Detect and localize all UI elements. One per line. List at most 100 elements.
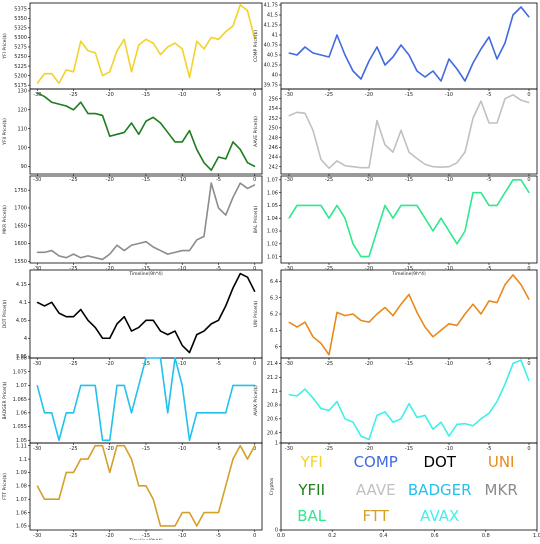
data-point (131, 330, 132, 332)
data-point (296, 54, 298, 56)
series-line-yfi (36, 4, 256, 85)
data-point (336, 401, 338, 403)
y-tick-label: 130 (17, 89, 27, 95)
data-point (65, 257, 67, 259)
y-tick-label: 100 (17, 145, 27, 151)
data-point (496, 401, 498, 403)
data-point (44, 96, 45, 98)
data-point (432, 166, 434, 168)
plot-frame (280, 357, 538, 444)
x-tick-label: 0 (527, 92, 530, 98)
data-point (116, 50, 118, 52)
data-point (344, 315, 346, 317)
data-point (384, 411, 386, 413)
y-tick-label: 1600 (14, 241, 27, 247)
data-point (123, 316, 125, 318)
y-tick-label: 254 (268, 106, 278, 112)
data-point (247, 162, 248, 164)
y-axis-label: YFII Price($) (2, 118, 8, 146)
x-tick-label: -30 (285, 177, 293, 183)
data-point (254, 165, 256, 167)
x-tick-label: -30 (33, 446, 41, 452)
data-point (328, 56, 330, 58)
data-point (65, 105, 67, 107)
data-point (296, 326, 298, 328)
data-point (94, 384, 96, 386)
x-tick-label: -15 (142, 361, 150, 367)
x-tick-label: 0 (253, 92, 256, 98)
data-point (336, 311, 338, 313)
y-tick-label: 1.09 (16, 470, 27, 476)
y-tick-label: 20.6 (267, 417, 278, 423)
panel-yfi: 5175 5200 5225 5250 5275 5300 5325 5350 5375 -30 -… (2, 2, 263, 98)
y-tick-label: 242 (268, 164, 278, 170)
panel-yfii: 90 100 110 120 130 -30 -25 -20 -15 -10 -5 0 YFII Pri… (2, 89, 263, 183)
data-point (189, 250, 190, 252)
data-point (488, 204, 490, 206)
x-tick-label: -15 (405, 177, 413, 183)
data-point (528, 380, 530, 382)
data-point (376, 313, 378, 315)
data-point (116, 323, 118, 325)
data-point (131, 458, 132, 460)
data-point (416, 157, 418, 159)
data-point (51, 101, 53, 103)
y-axis-label: FTT Price($) (2, 473, 8, 500)
data-point (167, 412, 169, 414)
data-point (65, 316, 67, 318)
data-point (472, 192, 474, 194)
data-point (328, 410, 330, 412)
data-point (424, 217, 426, 219)
y-tick-label: 40 (272, 73, 278, 79)
data-point (189, 352, 190, 354)
y-tick-label: 21.4 (267, 361, 278, 367)
data-point (80, 309, 82, 311)
y-tick-label: 6 (275, 344, 278, 350)
x-tick-label: -30 (33, 361, 41, 367)
data-point (44, 73, 45, 75)
data-point (368, 439, 370, 441)
data-point (254, 184, 256, 186)
x-tick-label: -30 (33, 92, 41, 98)
panel-bal: 1.01 1.02 1.03 1.04 1.05 1.06 1.07 -30 -25 -20 -15… (253, 175, 538, 277)
y-tick-label: 4.15 (16, 282, 27, 288)
y-tick-label: 246 (268, 145, 278, 151)
data-point (138, 384, 140, 386)
y-tick-label: 1.07 (16, 497, 27, 503)
data-point (51, 301, 53, 303)
y-axis-label: MKR Price($) (2, 205, 8, 234)
y-tick-label: 1.11 (16, 443, 27, 449)
data-point (392, 315, 394, 317)
y-axis-label: COMP Price($) (253, 30, 259, 62)
data-point (360, 435, 362, 437)
series-line-dot (36, 272, 256, 354)
x-tick-label: -20 (365, 177, 373, 183)
data-point (520, 179, 522, 181)
data-point (65, 412, 67, 414)
data-point (210, 323, 212, 325)
data-point (384, 144, 386, 146)
data-point (440, 421, 442, 423)
data-point (384, 64, 386, 66)
data-point (36, 485, 38, 487)
x-tick-label: -20 (106, 533, 114, 539)
data-point (408, 403, 410, 405)
y-tick-label: 250 (268, 126, 278, 132)
data-point (218, 156, 219, 158)
x-tick-label: 0 (253, 361, 256, 367)
data-point (239, 182, 241, 184)
x-tick-label: -30 (285, 92, 293, 98)
data-point (44, 498, 45, 500)
x-tick-label: 0 (253, 266, 256, 272)
data-point (167, 525, 169, 527)
panel-mkr: 1550 1600 1650 1700 1750 -30 -25 -20 -15 -10 -5 0 MK… (2, 175, 263, 277)
data-point (464, 80, 466, 82)
data-point (296, 111, 298, 113)
data-point (504, 98, 506, 100)
data-point (456, 243, 458, 245)
data-point (181, 344, 183, 346)
y-tick-label: 41.25 (264, 23, 278, 29)
data-point (392, 421, 394, 423)
data-point (225, 485, 227, 487)
y-tick-label: 1.055 (13, 424, 27, 430)
